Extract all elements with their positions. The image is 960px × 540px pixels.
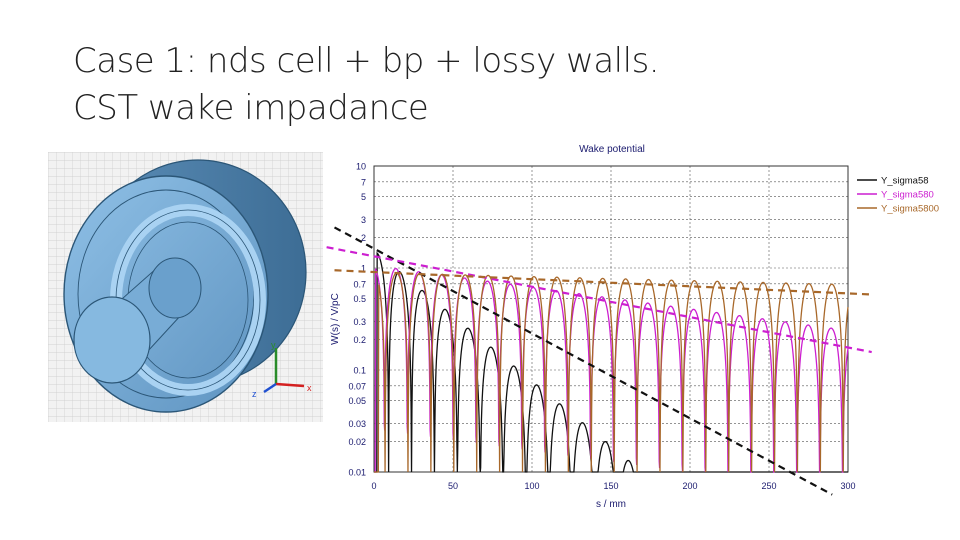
series-layer xyxy=(374,251,849,473)
y-tick-label: 1 xyxy=(361,264,366,274)
y-tick-label: 0.02 xyxy=(348,437,366,447)
axis-label-z: z xyxy=(252,389,257,399)
x-tick-labels: 0 50 100 150 200 250 300 xyxy=(371,481,855,491)
wake-potential-chart: Wake potential 0.01 0.02 0.03 0.05 0.07 0.1 0.… xyxy=(325,135,960,515)
y-tick-labels: 0.01 0.02 0.03 0.05 0.07 0.1 0.2 0.3 0.5 0.7 1 2 3 5 7… xyxy=(348,162,366,478)
legend-label: Y_sigma580 xyxy=(881,190,934,201)
x-tick-label: 300 xyxy=(840,481,855,491)
fit-line-y-sigma5800 xyxy=(334,269,872,296)
x-axis-label: s / mm xyxy=(596,499,626,510)
y-tick-label: 0.07 xyxy=(348,381,366,391)
cst-model-view: y x z xyxy=(48,152,323,422)
legend-label: Y_sigma5800 xyxy=(881,204,939,215)
y-tick-label: 0.3 xyxy=(353,317,366,327)
plot-frame xyxy=(373,165,849,473)
fit-line-y-sigma580 xyxy=(326,246,872,354)
chart-title: Wake potential xyxy=(579,144,645,155)
y-tick-label: 0.5 xyxy=(353,294,366,304)
fit-lines xyxy=(326,226,872,496)
series-line-y-sigma5800 xyxy=(374,272,849,473)
y-tick-label: 0.1 xyxy=(353,366,366,376)
y-tick-label: 0.05 xyxy=(348,396,366,406)
legend: Y_sigma58 Y_sigma580 Y_sigma5800 xyxy=(857,176,939,215)
x-tick-label: 150 xyxy=(603,481,618,491)
y-tick-label: 10 xyxy=(356,162,366,172)
title-line-1: Case 1: nds cell + bp + lossy walls. xyxy=(73,41,660,81)
y-tick-label: 7 xyxy=(361,177,366,187)
y-tick-label: 3 xyxy=(361,215,366,225)
x-tick-label: 200 xyxy=(682,481,697,491)
y-tick-label: 2 xyxy=(361,233,366,243)
y-tick-label: 0.2 xyxy=(353,335,366,345)
y-axis-label: W(s) / V/pC xyxy=(330,293,341,345)
axes-triad: y x z xyxy=(252,340,312,399)
fit-line-y-sigma58 xyxy=(333,226,833,496)
x-tick-label: 100 xyxy=(524,481,539,491)
y-tick-label: 0.7 xyxy=(353,279,366,289)
y-tick-label: 0.01 xyxy=(348,468,366,478)
x-tick-label: 250 xyxy=(761,481,776,491)
series-line-y-sigma58 xyxy=(374,251,848,473)
y-tick-label: 5 xyxy=(361,192,366,202)
beam-pipe-face xyxy=(73,296,151,384)
y-tick-label: 0.03 xyxy=(348,419,366,429)
legend-label: Y_sigma58 xyxy=(881,176,929,187)
cavity-3d-model: y x z xyxy=(48,152,323,422)
title-line-2: CST wake impadance xyxy=(73,88,429,128)
chart-svg: Wake potential 0.010.020.030.050.070.10.… xyxy=(326,144,939,510)
x-tick-label: 0 xyxy=(371,481,376,491)
axis-label-x: x xyxy=(307,383,312,393)
slide-title: Case 1: nds cell + bp + lossy walls. CST… xyxy=(73,38,773,132)
axis-label-y: y xyxy=(271,340,276,350)
x-tick-label: 50 xyxy=(448,481,458,491)
